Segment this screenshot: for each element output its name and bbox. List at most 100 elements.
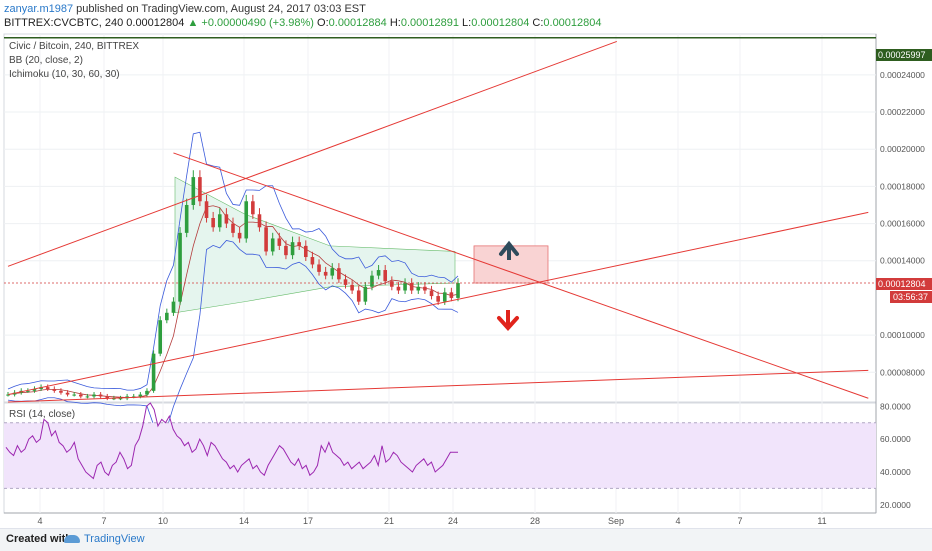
countdown-badge: 03:56:37: [893, 292, 928, 302]
symbol-label: BITTREX:CVCBTC, 240: [4, 17, 124, 29]
candle-body: [105, 396, 110, 399]
rsi-tick-label: 60.0000: [880, 434, 911, 444]
x-tick-label: 10: [158, 516, 168, 526]
candle-body: [310, 257, 315, 265]
legend-ichimoku: Ichimoku (10, 30, 60, 30): [9, 69, 120, 80]
candle-body: [59, 390, 63, 393]
candle-body: [6, 394, 10, 396]
candle-body: [204, 201, 209, 218]
candle-body: [436, 296, 440, 302]
x-tick-label: 11: [817, 516, 826, 526]
publisher-link[interactable]: zanyar.m1987: [4, 3, 74, 15]
candle-body: [112, 398, 116, 400]
top-level-badge-bg: [876, 49, 932, 61]
trendline-upper-rising: [7, 40, 617, 267]
x-tick-label: 28: [530, 516, 540, 526]
candle-body: [45, 387, 50, 389]
up-arrow-icon: [499, 240, 519, 260]
rsi-tick-label: 20.0000: [880, 500, 911, 510]
candle-body: [237, 232, 242, 239]
x-tick-label: 7: [101, 516, 106, 526]
candle-body: [244, 201, 249, 239]
candle-body: [363, 286, 368, 302]
candle-body: [284, 245, 288, 256]
rsi-axis-ticks: 80.0000 60.0000 40.0000 20.0000: [880, 401, 911, 510]
down-arrow-icon: [497, 310, 519, 331]
publish-info: zanyar.m1987 published on TradingView.co…: [4, 3, 366, 15]
tradingview-logo[interactable]: TradingView: [64, 533, 145, 545]
candle-body: [138, 394, 143, 397]
x-tick-label: 24: [448, 516, 458, 526]
top-level-badge: 0.00025997: [878, 50, 926, 60]
last-price-badge-bg: [876, 278, 932, 290]
candle-body: [376, 270, 381, 276]
ohlc-header: BITTREX:CVCBTC, 240 0.00012804 ▲ +0.0000…: [4, 17, 602, 29]
up-triangle-icon: ▲: [187, 17, 199, 29]
legend-rsi: RSI (14, close): [9, 409, 75, 420]
high-value: 0.00012891: [400, 17, 459, 29]
candle-body: [92, 394, 96, 397]
candle-body: [456, 283, 460, 298]
candle-body: [356, 290, 361, 302]
candle-body: [343, 279, 348, 285]
low-label: L:: [462, 17, 472, 29]
candle-body: [184, 204, 189, 233]
candle-body: [171, 301, 176, 313]
countdown-badge-bg: [890, 291, 932, 303]
trendlines[interactable]: [7, 40, 869, 403]
chart-canvas[interactable]: 0.00024000 0.00022000 0.00020000 0.00018000…: [0, 0, 932, 528]
cloud-icon: [64, 535, 80, 544]
candle-body: [72, 394, 76, 396]
candle-body: [403, 283, 407, 291]
candle-body: [224, 214, 229, 224]
candle-body: [303, 245, 308, 258]
candle-body: [317, 264, 321, 272]
candle-body: [277, 238, 282, 246]
close-label: C:: [532, 17, 544, 29]
low-value: 0.00012804: [471, 17, 530, 29]
candle-body: [390, 281, 394, 287]
candle-body: [423, 286, 427, 291]
candle-body: [257, 214, 262, 228]
bb-lower: [7, 240, 459, 438]
trendline-rising-support: [7, 211, 869, 396]
price-pane-border: [3, 33, 877, 403]
candle-body: [337, 268, 341, 280]
candle-body: [330, 268, 335, 276]
y-tick-label: 0.00018000: [880, 181, 925, 191]
candle-body: [85, 396, 90, 398]
last-price: 0.00012804: [126, 17, 185, 29]
rsi-tick-label: 40.0000: [880, 467, 911, 477]
footer: Created with TradingView: [0, 528, 932, 551]
y-tick-label: 0.00020000: [880, 144, 925, 154]
high-label: H:: [389, 17, 401, 29]
y-tick-label: 0.00010000: [880, 330, 925, 340]
candle-body: [264, 227, 268, 252]
candle-body: [211, 218, 215, 228]
candle-body: [165, 312, 169, 321]
candle-body: [409, 283, 414, 291]
rsi-tick-label: 80.0000: [880, 401, 911, 411]
candle-body: [158, 320, 163, 354]
x-tick-label: 17: [303, 516, 313, 526]
candle-body: [191, 177, 196, 205]
candle-body: [98, 394, 103, 397]
y-tick-label: 0.00016000: [880, 219, 925, 229]
candle-body: [290, 242, 295, 256]
candle-body: [78, 394, 83, 397]
candle-body: [297, 242, 301, 246]
legend-title: Civic / Bitcoin, 240, BITTREX: [9, 41, 139, 52]
candle-body: [65, 392, 70, 395]
created-with-label: Created with: [6, 533, 73, 545]
candle-body: [32, 388, 37, 391]
rsi-band: [4, 422, 876, 489]
candle-body: [383, 270, 388, 282]
candle-body: [416, 286, 421, 291]
y-tick-label: 0.00008000: [880, 367, 925, 377]
x-tick-label: 7: [737, 516, 742, 526]
rsi-line: [5, 402, 458, 480]
price-change: +0.00000490 (+3.98%): [201, 17, 314, 29]
last-price-badge: 0.00012804: [878, 279, 926, 289]
candle-body: [145, 390, 149, 395]
candle-body: [118, 398, 123, 400]
